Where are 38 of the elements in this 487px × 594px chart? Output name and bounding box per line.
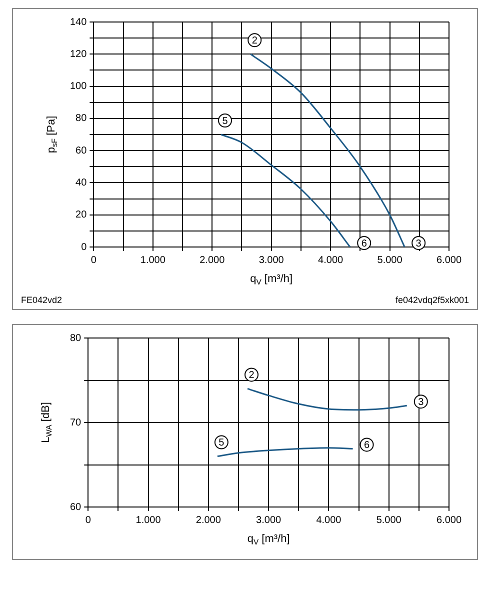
y-tick-label: 120 (70, 48, 88, 60)
x-tick-label: 5.000 (376, 514, 402, 526)
annotation: 6 (361, 238, 368, 250)
line-series (216, 447, 354, 458)
y-tick-label: 0 (81, 242, 88, 253)
x-tick-label: 5.000 (377, 254, 403, 266)
annotation: 5 (218, 438, 225, 449)
y-tick-label: 20 (76, 210, 88, 221)
y-tick-label: 80 (70, 332, 82, 344)
x-tick-label: 1.000 (136, 514, 162, 526)
x-tick-label: 1.000 (140, 254, 166, 266)
x-tick-label: 2.000 (196, 514, 222, 526)
text: FE042vd2 (21, 295, 62, 305)
y-tick-label: 60 (76, 145, 88, 156)
y-tick-label: 100 (70, 81, 88, 92)
annotation: 6 (364, 440, 370, 451)
y-tick-label: 80 (76, 113, 88, 124)
y-tick-label: 70 (70, 417, 82, 428)
line-series (220, 134, 351, 247)
x-tick-label: 4.000 (318, 254, 344, 266)
y-tick-label: 140 (70, 16, 88, 28)
x-tick-label: 4.000 (316, 514, 342, 526)
x-tick-label: 2.000 (200, 254, 226, 266)
y-tick-label: 40 (76, 177, 88, 188)
annotation: 3 (418, 396, 424, 408)
annotation: 5 (222, 116, 228, 127)
x-tick-label: 6.000 (436, 254, 462, 266)
line-series (250, 53, 406, 247)
x-tick-label: 3.000 (256, 514, 282, 526)
annotation: 3 (416, 238, 422, 250)
annotation: 2 (248, 370, 255, 381)
y-tick-label: 60 (70, 502, 82, 513)
x-tick-label: 6.000 (436, 514, 462, 526)
text: fe042vdq2f5xk001 (395, 295, 469, 305)
line-series (246, 388, 408, 411)
annotation: 2 (252, 35, 258, 46)
x-tick-label: 0 (90, 254, 97, 266)
x-tick-label: 3.000 (258, 254, 284, 266)
